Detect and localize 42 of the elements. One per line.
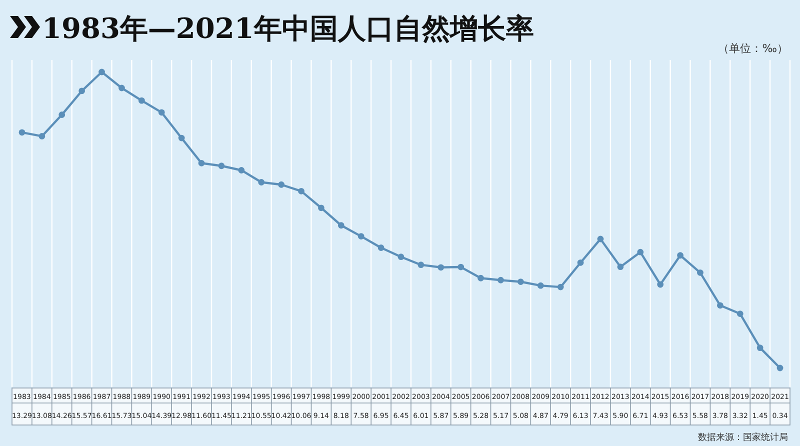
point	[178, 134, 185, 142]
point	[198, 160, 205, 166]
chart-title: 1983年—2021年中国人口自然增长率	[42, 12, 534, 45]
point	[776, 364, 784, 372]
point	[537, 282, 544, 289]
point	[438, 264, 444, 271]
point	[378, 244, 384, 251]
point	[18, 129, 26, 136]
point	[358, 233, 364, 240]
point	[278, 181, 285, 188]
point	[458, 264, 464, 270]
point	[138, 97, 145, 104]
point	[498, 276, 504, 284]
point	[118, 84, 125, 92]
point	[557, 284, 564, 290]
point	[238, 167, 245, 174]
point	[418, 262, 424, 268]
point	[218, 162, 225, 170]
point	[298, 188, 304, 194]
point	[398, 254, 404, 260]
point	[637, 248, 644, 256]
point	[58, 112, 66, 118]
point	[657, 281, 664, 288]
point	[478, 274, 484, 282]
point	[677, 252, 684, 259]
point	[697, 269, 704, 276]
point	[736, 310, 744, 317]
source-note: 数据来源：国家统计局	[698, 432, 788, 443]
point	[756, 344, 764, 352]
point	[258, 179, 265, 186]
point	[716, 302, 724, 309]
point	[318, 204, 324, 212]
point	[38, 133, 46, 140]
point	[78, 88, 86, 94]
point	[597, 236, 604, 242]
point	[98, 68, 105, 76]
y-axis-title: （单位：‰）	[718, 42, 788, 55]
point	[517, 278, 524, 285]
point	[577, 259, 584, 266]
point	[158, 109, 165, 116]
point	[617, 264, 624, 270]
point	[338, 222, 344, 229]
